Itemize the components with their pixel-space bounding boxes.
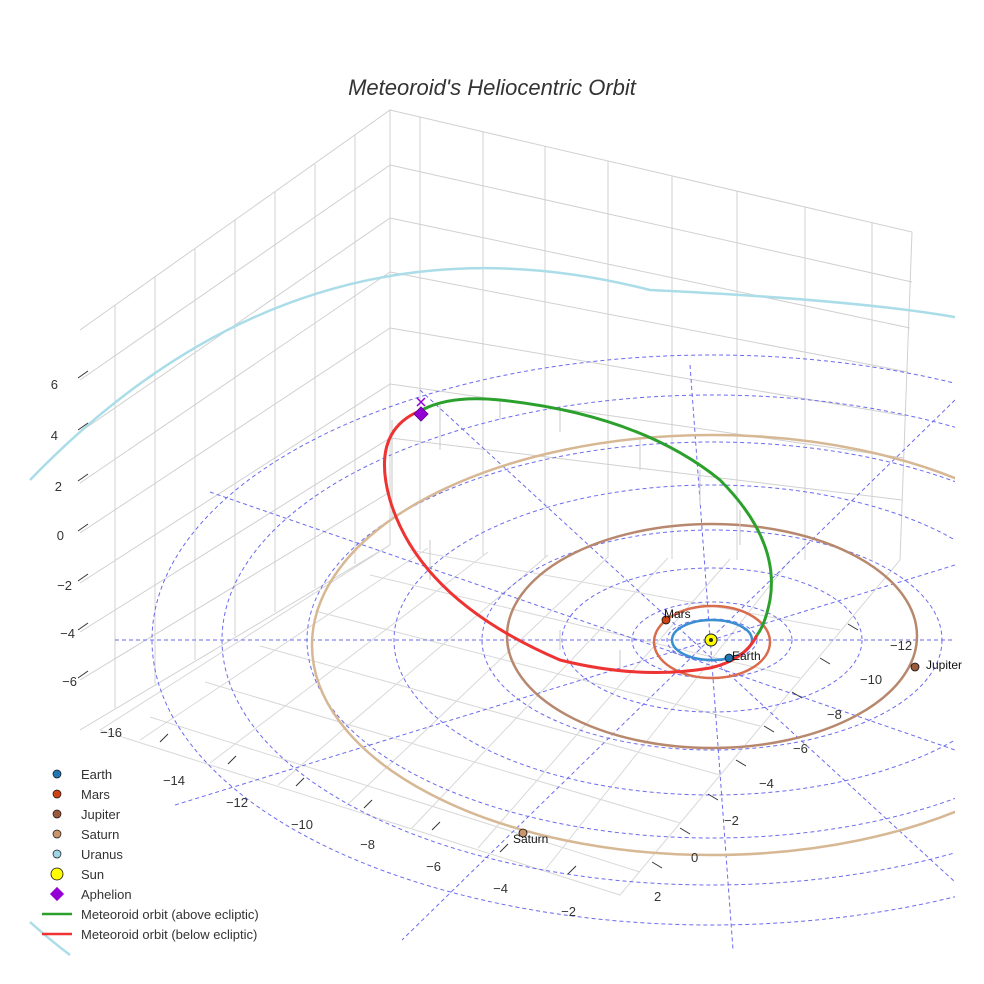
aphelion-marker (413, 406, 429, 422)
legend-item: Meteoroid orbit (above ecliptic) (42, 907, 259, 922)
x-tick-label: −16 (100, 725, 122, 740)
legend: Earth Mars Jupiter Saturn Uranus Sun Aph… (42, 767, 259, 942)
z-tick-label: −4 (60, 626, 75, 641)
z-tick-label: 2 (55, 479, 62, 494)
uranus-orbit-lower (29, 921, 71, 956)
mars-label: Mars (664, 607, 691, 621)
x-tick-label: −8 (360, 837, 375, 852)
z-tick-label: −2 (57, 578, 72, 593)
jupiter-label: Jupiter (926, 658, 962, 672)
planet-orbits (310, 433, 955, 857)
legend-label: Meteoroid orbit (above ecliptic) (81, 907, 259, 922)
earth-marker (724, 653, 734, 663)
y-tick-label: −4 (759, 776, 774, 791)
legend-item: Meteoroid orbit (below ecliptic) (42, 927, 257, 942)
legend-item: Uranus (52, 847, 123, 862)
y-tick-labels: −12 −10 −8 −6 −4 −2 0 2 (654, 638, 912, 904)
chart-title: Meteoroid's Heliocentric Orbit (348, 75, 637, 100)
x-tick-label: −12 (226, 795, 248, 810)
legend-item: Saturn (52, 827, 119, 842)
legend-item: Jupiter (52, 807, 121, 822)
earth-orbit (670, 618, 754, 662)
x-tick-label: −2 (561, 904, 576, 919)
y-tick-label: −10 (860, 672, 882, 687)
x-axis (159, 733, 577, 875)
back-wall-grid (389, 109, 913, 561)
meteoroid-orbit-below (382, 408, 759, 674)
aphelion-cross (416, 397, 426, 407)
earth-label: Earth (732, 649, 761, 663)
legend-label: Mars (81, 787, 110, 802)
meteoroid-orbit-above (421, 397, 773, 636)
legend-label: Meteoroid orbit (below ecliptic) (81, 927, 257, 942)
y-tick-label: −6 (793, 741, 808, 756)
legend-item: Earth (52, 767, 112, 782)
x-tick-label: −14 (163, 773, 185, 788)
z-tick-label: 4 (51, 428, 58, 443)
ecliptic-grid (115, 354, 955, 951)
sun-marker (704, 633, 718, 647)
z-tick-label: −6 (62, 674, 77, 689)
jupiter-marker (910, 662, 920, 672)
y-tick-label: 0 (691, 850, 698, 865)
saturn-marker (518, 828, 528, 838)
y-tick-label: −8 (827, 707, 842, 722)
legend-item: Aphelion (49, 886, 132, 902)
saturn-orbit (310, 433, 955, 857)
y-tick-label: −2 (724, 813, 739, 828)
mars-orbit (652, 604, 772, 680)
legend-label: Uranus (81, 847, 123, 862)
y-axis (651, 623, 859, 869)
x-tick-label: −6 (426, 859, 441, 874)
legend-label: Earth (81, 767, 112, 782)
axis-box (79, 109, 913, 896)
z-tick-label: 6 (51, 377, 58, 392)
mars-marker (661, 615, 671, 625)
uranus-orbit (29, 266, 955, 481)
left-wall-grid (79, 109, 391, 731)
legend-label: Aphelion (81, 887, 132, 902)
x-tick-labels: −16 −14 −12 −10 −8 −6 −4 −2 (100, 725, 576, 919)
legend-item: Mars (52, 787, 110, 802)
x-tick-label: −4 (493, 881, 508, 896)
z-tick-label: 0 (57, 528, 64, 543)
x-tick-label: −10 (291, 817, 313, 832)
y-tick-label: 2 (654, 889, 661, 904)
jupiter-orbit (505, 522, 919, 750)
legend-label: Sun (81, 867, 104, 882)
legend-label: Saturn (81, 827, 119, 842)
z-tick-labels: 6 4 2 0 −2 −4 −6 (51, 377, 77, 689)
saturn-label: Saturn (513, 832, 548, 846)
z-axis (77, 370, 89, 679)
legend-label: Jupiter (81, 807, 121, 822)
drop-lines (391, 400, 741, 668)
floor-grid (99, 544, 901, 896)
legend-item: Sun (50, 867, 104, 882)
y-tick-label: −12 (890, 638, 912, 653)
